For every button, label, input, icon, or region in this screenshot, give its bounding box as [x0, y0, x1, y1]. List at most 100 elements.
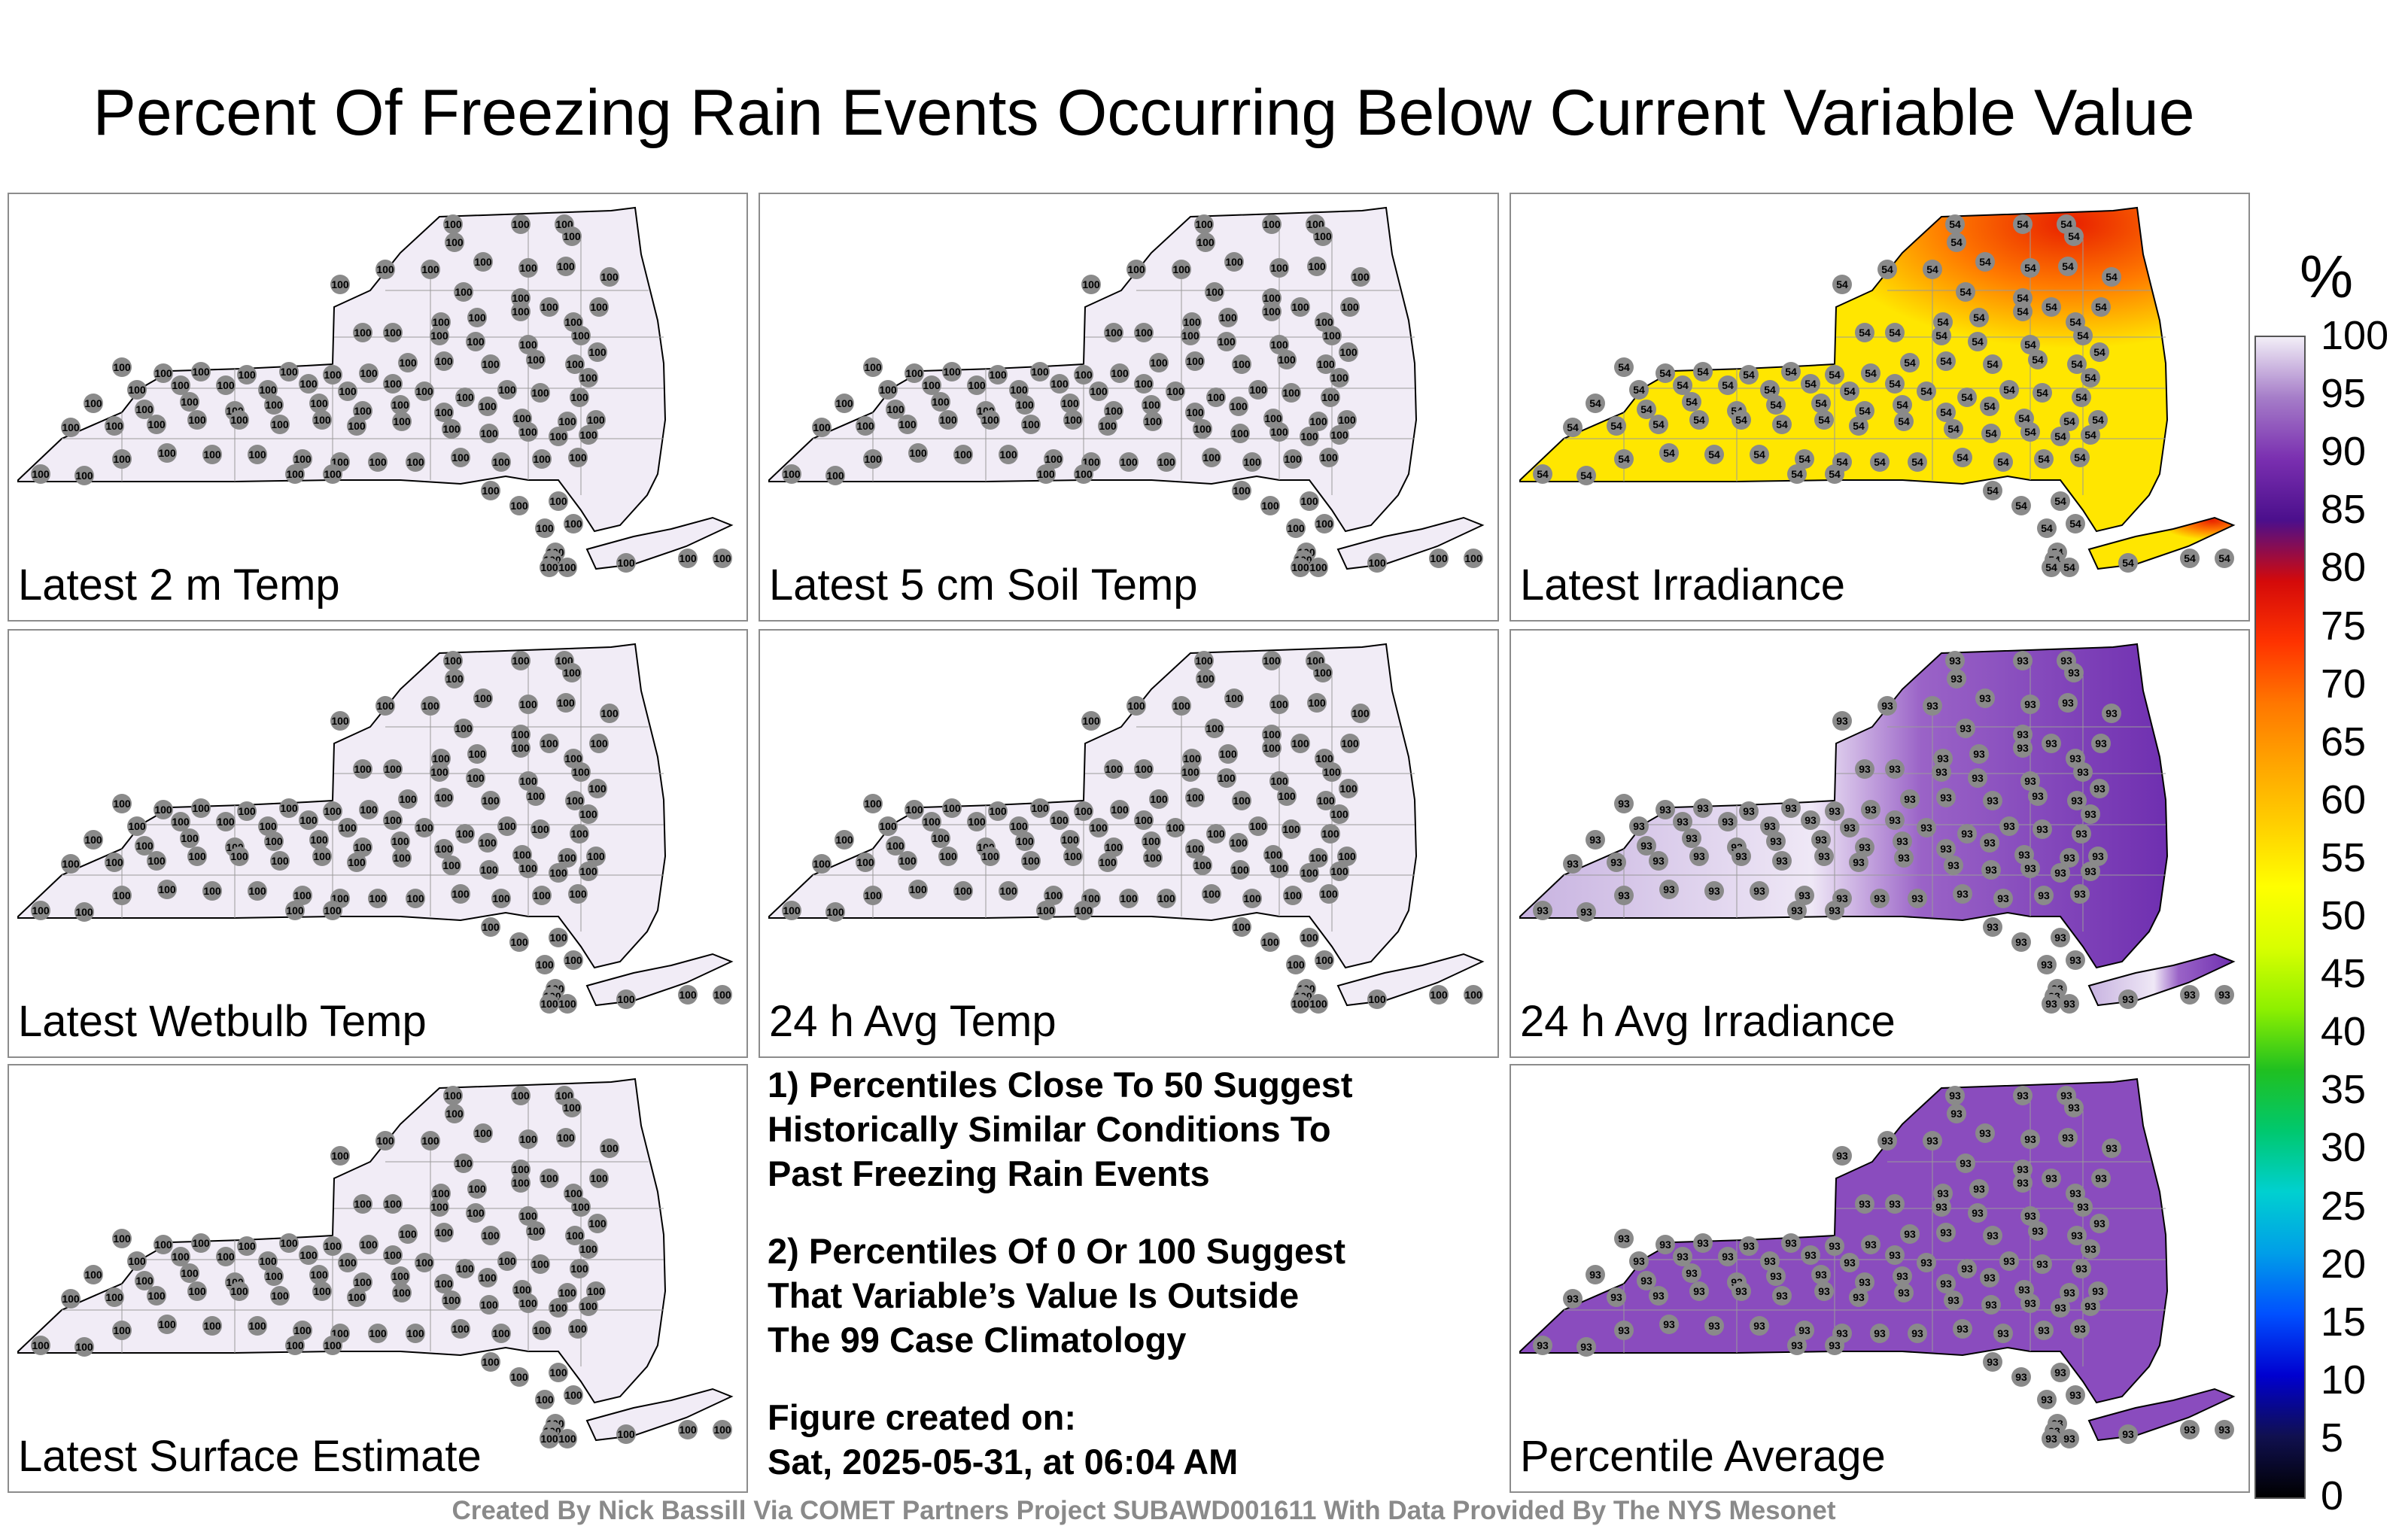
svg-text:100: 100: [1037, 904, 1055, 916]
state-outline: [17, 206, 667, 533]
svg-text:100: 100: [376, 1135, 394, 1147]
station-marker: 93: [2118, 989, 2138, 1009]
svg-text:100: 100: [600, 271, 619, 283]
svg-text:100: 100: [564, 752, 582, 764]
svg-text:100: 100: [1278, 790, 1296, 802]
station-marker: 100: [511, 1160, 531, 1179]
station-marker: 100: [835, 830, 854, 850]
svg-text:100: 100: [62, 1293, 80, 1305]
svg-text:100: 100: [513, 849, 531, 861]
svg-text:100: 100: [549, 430, 567, 442]
station-marker: 100: [347, 1287, 366, 1307]
svg-text:100: 100: [579, 429, 597, 441]
panel-label: Latest 5 cm Soil Temp: [769, 561, 1198, 609]
svg-text:54: 54: [1898, 415, 1910, 427]
svg-text:100: 100: [62, 421, 80, 433]
station-marker: 100: [1291, 734, 1310, 753]
svg-text:100: 100: [905, 804, 923, 816]
svg-text:100: 100: [540, 998, 558, 1010]
station-marker: 100: [1104, 837, 1123, 857]
svg-text:93: 93: [1960, 1157, 1972, 1169]
station-marker: 100: [264, 1266, 284, 1286]
svg-text:93: 93: [1889, 1249, 1901, 1261]
svg-text:93: 93: [1911, 892, 1923, 904]
station-marker: 93: [2020, 1206, 2040, 1226]
station-marker: 93: [2051, 863, 2070, 883]
station-marker: 93: [2070, 884, 2090, 904]
station-marker: 93: [2037, 1390, 2057, 1409]
station-marker: 93: [2088, 1281, 2108, 1301]
svg-text:100: 100: [147, 1290, 166, 1302]
svg-text:100: 100: [203, 448, 221, 460]
svg-text:54: 54: [1859, 327, 1871, 339]
station-marker: 54: [1825, 365, 1844, 385]
svg-text:93: 93: [1881, 1135, 1893, 1147]
station-marker: 93: [2064, 1098, 2084, 1117]
svg-text:100: 100: [1430, 989, 1448, 1001]
svg-text:100: 100: [557, 260, 575, 272]
svg-text:100: 100: [566, 1230, 584, 1242]
station-marker: 100: [1166, 381, 1185, 401]
svg-text:54: 54: [1987, 485, 1999, 497]
station-marker: 100: [1134, 323, 1154, 342]
svg-text:100: 100: [445, 1108, 464, 1120]
station-marker: 93: [2042, 734, 2061, 753]
station-marker: 100: [999, 445, 1018, 464]
svg-text:93: 93: [2062, 1132, 2074, 1144]
station-marker: 100: [1089, 818, 1108, 837]
svg-text:100: 100: [248, 448, 266, 460]
station-marker: 100: [202, 881, 222, 901]
svg-text:100: 100: [230, 850, 248, 862]
svg-text:100: 100: [468, 312, 486, 324]
svg-text:93: 93: [1829, 1240, 1841, 1252]
svg-text:100: 100: [455, 722, 473, 734]
station-marker: 100: [299, 1245, 318, 1265]
station-marker: 100: [1277, 786, 1297, 806]
svg-text:54: 54: [2063, 561, 2075, 573]
svg-text:100: 100: [354, 327, 372, 339]
svg-text:93: 93: [2075, 828, 2087, 840]
svg-text:100: 100: [1291, 301, 1309, 313]
station-marker: 93: [1870, 889, 1890, 908]
svg-text:100: 100: [533, 453, 551, 465]
svg-text:100: 100: [1075, 805, 1093, 817]
station-marker: 100: [135, 836, 154, 856]
station-marker: 100: [588, 342, 607, 362]
svg-text:93: 93: [2017, 655, 2029, 667]
svg-text:93: 93: [1618, 889, 1630, 901]
svg-text:93: 93: [2017, 742, 2029, 754]
svg-text:93: 93: [1881, 700, 1893, 712]
station-marker: 93: [1659, 880, 1679, 899]
svg-text:100: 100: [492, 1327, 510, 1339]
station-marker: 100: [558, 412, 577, 431]
svg-text:100: 100: [384, 763, 402, 775]
svg-text:100: 100: [158, 447, 176, 459]
station-marker: 54: [1917, 381, 1936, 401]
svg-text:93: 93: [1697, 1237, 1709, 1249]
svg-text:93: 93: [1791, 904, 1803, 916]
svg-text:100: 100: [406, 892, 424, 904]
station-marker: 100: [415, 1253, 434, 1272]
svg-text:54: 54: [1947, 423, 1960, 435]
svg-text:100: 100: [513, 412, 531, 424]
station-marker: 100: [445, 669, 464, 688]
station-marker: 100: [1313, 663, 1333, 682]
station-marker: 100: [616, 989, 636, 1009]
svg-text:100: 100: [1135, 814, 1153, 826]
station-marker: 54: [1956, 282, 1975, 302]
station-marker: 93: [1983, 1352, 2002, 1372]
station-marker: 93: [2020, 1293, 2040, 1313]
svg-text:100: 100: [1202, 888, 1221, 900]
svg-text:100: 100: [1050, 814, 1069, 826]
station-marker: 100: [375, 260, 395, 279]
station-marker: 100: [1319, 448, 1339, 467]
station-marker: 54: [1993, 452, 2013, 472]
station-marker: 93: [2058, 1128, 2078, 1147]
svg-text:100: 100: [271, 855, 289, 867]
station-marker: 100: [237, 365, 257, 385]
station-marker: 100: [479, 860, 499, 880]
station-marker: 93: [1855, 837, 1874, 857]
svg-text:93: 93: [2060, 655, 2072, 667]
station-marker: 100: [953, 445, 973, 464]
station-marker: 100: [248, 881, 267, 901]
